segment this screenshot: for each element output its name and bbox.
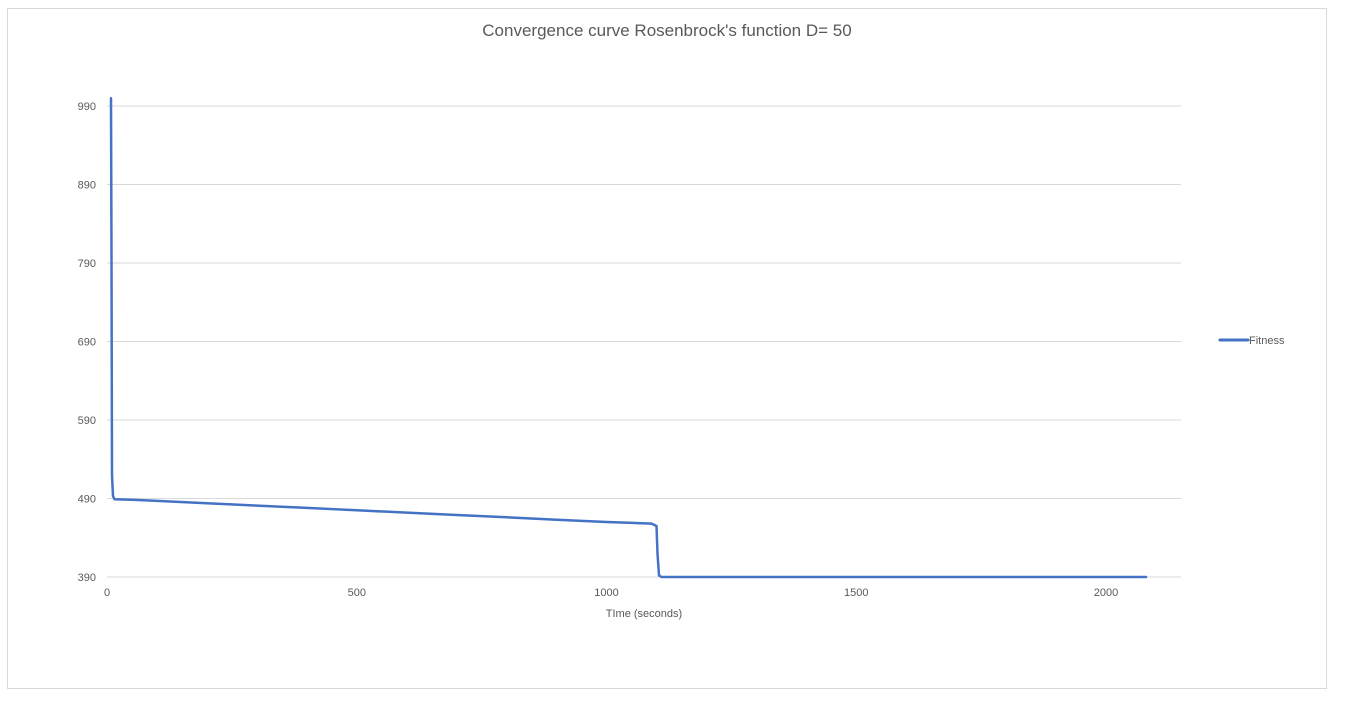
chart-area (7, 8, 1327, 689)
x-axis-ticks: 0 500 1000 1500 2000 (104, 587, 1118, 599)
y-tick-label: 390 (78, 572, 96, 584)
y-tick-label: 590 (78, 415, 96, 427)
x-axis-title: TIme (seconds) (606, 608, 682, 620)
chart-title: Convergence curve Rosenbrock's function … (482, 21, 851, 40)
y-tick-label: 690 (78, 337, 96, 349)
x-tick-label: 500 (348, 587, 366, 599)
x-tick-label: 0 (104, 587, 110, 599)
y-tick-label: 790 (78, 258, 96, 270)
series-group (109, 96, 1148, 579)
y-tick-label: 490 (78, 494, 96, 506)
y-tick-label: 990 (78, 101, 96, 113)
y-tick-label: 890 (78, 180, 96, 192)
legend-label-fitness: Fitness (1249, 335, 1285, 347)
legend: Fitness (1218, 335, 1285, 347)
series-line-fitness (109, 96, 1148, 579)
x-tick-label: 1000 (594, 587, 618, 599)
x-tick-label: 2000 (1094, 587, 1118, 599)
y-axis-ticks: 390 490 590 690 790 890 990 (78, 101, 96, 584)
gridlines (107, 105, 1181, 499)
x-tick-label: 1500 (844, 587, 868, 599)
